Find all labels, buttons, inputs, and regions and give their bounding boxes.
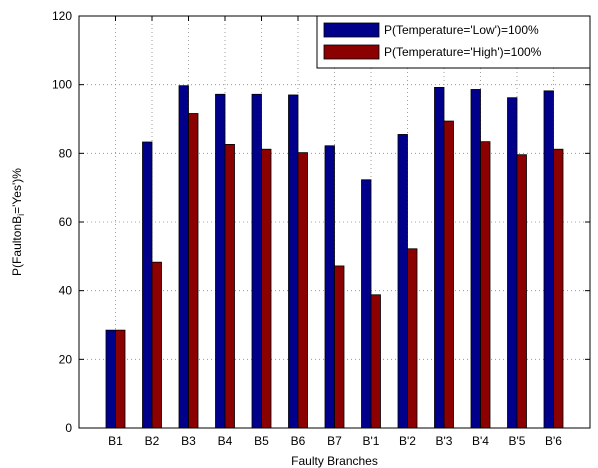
bar-low-temperature	[251, 93, 262, 429]
bar-low-temperature	[397, 134, 408, 429]
y-tick-label: 20	[59, 352, 73, 366]
bar-high-temperature	[480, 141, 491, 429]
bar-low-temperature	[142, 141, 153, 429]
y-axis-title: P(FaultonBi='Yes')%	[10, 168, 26, 276]
y-axis-title-prefix: P(FaultonB	[10, 216, 24, 276]
bar-high-temperature	[297, 152, 308, 429]
y-axis-title-subscript: i	[16, 214, 26, 216]
bar-high-temperature	[115, 329, 126, 429]
legend-label-high: P(Temperature='High')=100%	[384, 45, 542, 59]
bar-high-temperature	[224, 144, 235, 429]
x-tick-labels: B1 B2 B3 B4 B5 B6 B7 B'1 B'2 B'3 B'4 B'5 B'6	[108, 434, 562, 448]
bar-low-temperature	[361, 179, 372, 429]
bar-high-temperature	[553, 148, 564, 429]
x-tick-label: B1	[108, 434, 123, 448]
x-tick-label: B6	[291, 434, 306, 448]
bar-high-temperature	[443, 120, 454, 429]
bars	[105, 85, 564, 429]
y-tick-label: 120	[52, 9, 72, 23]
y-tick-label: 100	[52, 78, 72, 92]
x-tick-label: B3	[181, 434, 196, 448]
bar-high-temperature	[188, 113, 199, 429]
x-tick-label: B'5	[509, 434, 526, 448]
x-tick-label: B5	[254, 434, 269, 448]
bar-low-temperature	[105, 329, 116, 429]
x-tick-label: B'4	[472, 434, 489, 448]
bar-low-temperature	[215, 93, 226, 429]
x-tick-label: B'2	[399, 434, 416, 448]
x-tick-label: B'3	[436, 434, 453, 448]
bar-low-temperature	[288, 94, 299, 429]
x-tick-label: B'6	[545, 434, 562, 448]
bar-low-temperature	[543, 90, 554, 429]
x-tick-label: B'1	[363, 434, 380, 448]
bar-high-temperature	[151, 261, 162, 429]
x-tick-label: B4	[218, 434, 233, 448]
bar-low-temperature	[470, 89, 481, 429]
bar-high-temperature	[261, 148, 272, 429]
legend: P(Temperature='Low')=100% P(Temperature=…	[316, 15, 591, 69]
legend-swatch-high	[323, 44, 380, 60]
x-axis-title: Faulty Branches	[291, 454, 378, 468]
bar-low-temperature	[324, 145, 335, 429]
bar-high-temperature	[516, 154, 527, 429]
bar-low-temperature	[434, 87, 445, 429]
bar-high-temperature	[370, 294, 381, 429]
bar-low-temperature	[507, 97, 518, 429]
bar-high-temperature	[334, 265, 345, 429]
legend-swatch-low	[323, 22, 380, 38]
y-tick-labels: 0 20 40 60 80 100 120	[52, 9, 72, 435]
bar-low-temperature	[178, 85, 189, 429]
x-tick-label: B7	[327, 434, 342, 448]
grid-lines	[79, 16, 590, 428]
x-tick-label: B2	[145, 434, 160, 448]
y-axis-title-suffix: ='Yes')%	[10, 168, 24, 214]
y-tick-label: 60	[59, 215, 73, 229]
y-tick-label: 0	[65, 421, 72, 435]
y-tick-label: 40	[59, 284, 73, 298]
legend-label-low: P(Temperature='Low')=100%	[384, 23, 539, 37]
bar-high-temperature	[407, 248, 418, 429]
y-tick-label: 80	[59, 146, 73, 160]
